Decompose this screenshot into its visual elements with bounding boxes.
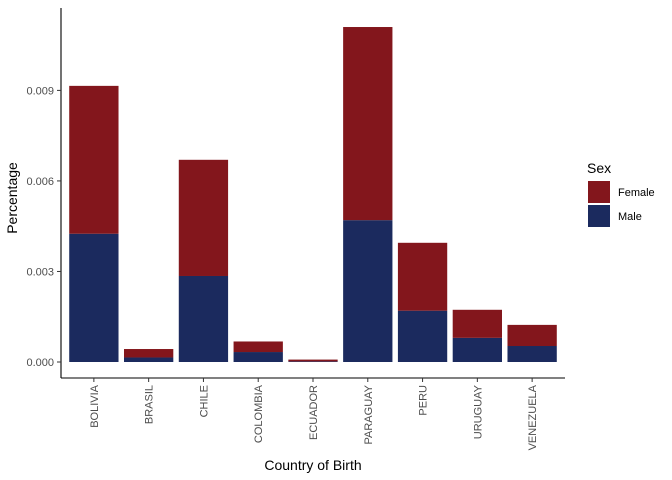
legend-label-female: Female <box>618 187 655 199</box>
bar-female-chile <box>178 159 229 276</box>
bar-female-brasil <box>124 349 174 358</box>
bar-female-bolivia <box>69 85 119 234</box>
bar-male-uruguay <box>452 337 502 362</box>
legend-swatch-female <box>588 181 610 203</box>
legend-title: Sex <box>587 160 611 176</box>
y-tick-label: 0.000 <box>26 357 54 369</box>
bar-female-ecuador <box>288 359 338 362</box>
bar-female-uruguay <box>452 309 502 338</box>
bar-female-paraguay <box>343 27 393 221</box>
x-tick-label-ecuador: ECUADOR <box>308 385 320 440</box>
bar-male-venezuela <box>507 346 557 362</box>
x-tick-label-venezuela: VENEZUELA <box>527 384 539 450</box>
legend: Sex Female Male <box>587 160 655 227</box>
bar-male-peru <box>397 310 448 362</box>
bar-female-peru <box>397 242 448 311</box>
legend-swatch-male <box>588 205 610 227</box>
x-tick-label-uruguay: URUGUAY <box>472 384 484 439</box>
y-tick-label: 0.006 <box>26 176 54 188</box>
x-tick-label-brasil: BRASIL <box>144 385 156 424</box>
x-tick-label-paraguay: PARAGUAY <box>363 384 375 444</box>
bar-female-venezuela <box>507 324 557 347</box>
bar-male-brasil <box>124 357 174 362</box>
bar-male-paraguay <box>343 220 393 362</box>
bar-male-bolivia <box>69 233 119 362</box>
x-axis-title: Country of Birth <box>264 457 361 473</box>
bar-female-colombia <box>233 341 283 353</box>
bar-male-ecuador <box>288 361 338 362</box>
x-tick-label-peru: PERU <box>418 385 430 416</box>
y-tick-label: 0.003 <box>26 266 54 278</box>
ticks-layer: 0.000 0.003 0.006 0.009 BOLIVIA BRASIL CHILE CO… <box>26 85 539 450</box>
bar-male-colombia <box>233 352 283 362</box>
bars-layer <box>69 27 557 362</box>
bar-male-chile <box>178 275 229 362</box>
x-tick-label-bolivia: BOLIVIA <box>89 384 101 427</box>
y-tick-label: 0.009 <box>26 85 54 97</box>
x-tick-label-chile: CHILE <box>198 385 210 417</box>
x-tick-label-colombia: COLOMBIA <box>253 384 265 443</box>
legend-label-male: Male <box>618 211 642 223</box>
y-axis-title: Percentage <box>4 162 20 234</box>
